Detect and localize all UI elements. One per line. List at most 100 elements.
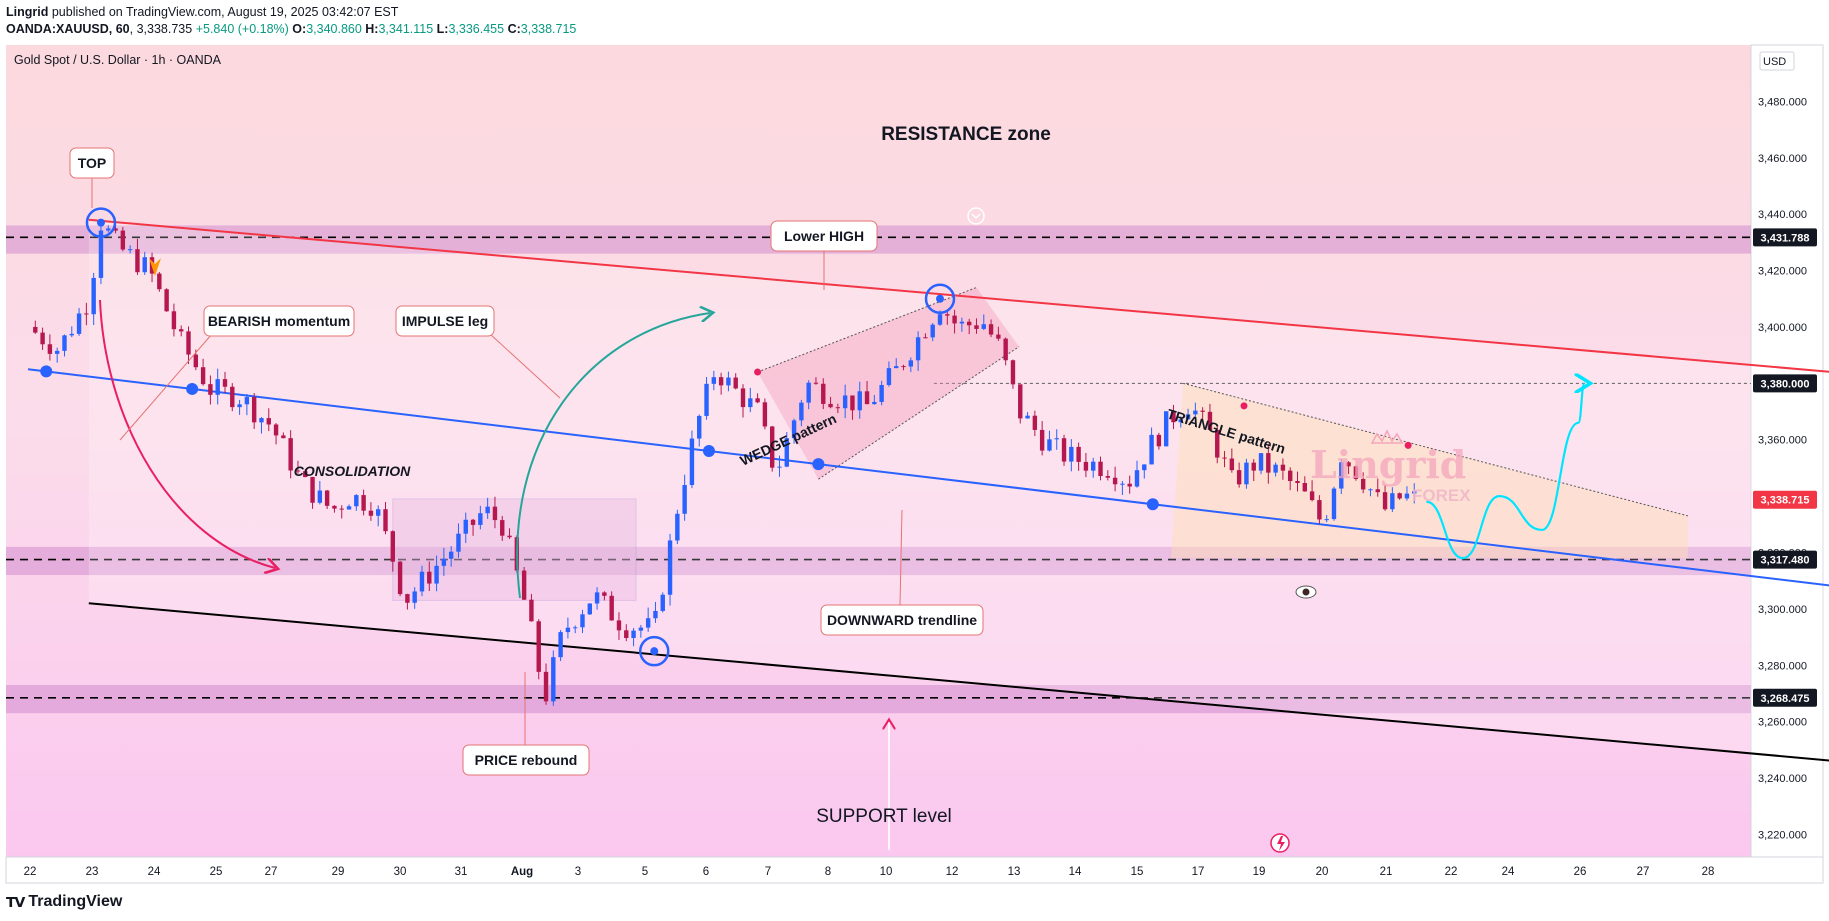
x-tick-label: 24 [148,866,161,878]
impulse-leg-callout-pointer [489,333,561,399]
channel-touch-dot-2 [702,444,715,457]
candle-body [1229,458,1235,471]
publisher-name[interactable]: Lingrid [6,5,49,19]
candle-body [441,558,447,566]
candle-body [1091,461,1096,471]
candle-body [521,570,527,600]
candle-body [864,391,870,405]
candle-body [303,471,308,478]
candle-body [594,592,600,604]
downward-trendline-callout-pointer [899,509,903,606]
candle-body [1236,470,1242,485]
candle-body [478,513,483,525]
x-tick-label: 31 [455,866,468,878]
support-level-label: SUPPORT level [816,806,952,827]
tradingview-logo-icon: 𝗧𝗩 [6,893,25,910]
channel-touch-dot-3 [812,458,825,471]
crown-icon [1370,429,1404,444]
candle-body [1404,493,1410,499]
candle-body [1185,414,1191,420]
candle-body [470,519,476,525]
price-tag-2 [1753,490,1817,509]
price-rebound-callout-label: PRICE rebound [475,752,578,768]
x-tick-label: 10 [880,866,893,878]
channel-fill [88,219,1829,761]
price-change: +5.840 (+0.18%) [195,22,289,36]
triangle-pivot-1 [1404,441,1412,449]
candle-body [273,424,279,436]
price-rebound-callout-box [462,744,590,776]
candle-body [230,386,235,408]
candle-body [346,506,352,510]
x-tick-label: 8 [825,866,831,878]
candle-body [660,594,665,611]
currency-label: USD [1763,56,1786,68]
trendline-downward [27,368,1829,587]
price-axis[interactable] [1750,44,1824,884]
y-tick-label: 3,480.000 [1758,96,1807,108]
eye-pupil-icon [1302,588,1310,596]
candle-body [193,354,199,368]
x-tick-label: 3 [575,866,581,878]
candle-body [1061,438,1067,462]
candle-body [1178,419,1183,423]
candle-body [806,382,811,403]
price-tag-1 [1753,374,1817,393]
candle-body [777,466,782,468]
y-tick-label: 3,420.000 [1758,266,1807,278]
candle-body [332,505,337,509]
x-tick-label: 13 [1008,866,1021,878]
candle-body [653,610,658,619]
time-axis[interactable] [5,856,1824,884]
candle-body [1142,464,1147,471]
candle-body [1025,415,1030,419]
candle-body [602,592,607,596]
candle-body [288,438,293,471]
y-tick-label: 3,260.000 [1758,717,1807,729]
x-tick-label: 24 [1502,866,1515,878]
impulse-leg-callout-box [395,305,495,337]
open-label: O: [292,22,307,36]
x-tick-label: 5 [642,866,648,878]
candle-body [98,230,104,278]
candle-body [47,344,53,354]
wedge-pivot [754,368,762,376]
candle-body [1280,464,1286,471]
currency-box[interactable] [1759,51,1795,71]
candle-body [682,485,687,514]
consolidation-label: CONSOLIDATION [294,463,411,479]
symbol-name[interactable]: OANDA:XAUUSD, 60 [6,22,130,36]
publish-line: Lingrid published on TradingView.com, Au… [6,4,1806,21]
tradingview-footer[interactable]: 𝗧𝗩 TradingView [6,893,122,911]
candle-body [1010,360,1016,385]
candle-body [91,277,96,315]
candle-body [456,533,461,552]
y-tick-label: 3,460.000 [1758,153,1807,165]
chart-header: Lingrid published on TradingView.com, Au… [6,4,1806,38]
bearish-momentum-callout-pointer [119,333,213,441]
candle-body [536,621,541,672]
bearish-momentum-callout-box [203,305,355,337]
candle-body [821,383,826,404]
price-tag-label: 3,338.715 [1761,495,1810,507]
triangle-upper [1183,382,1688,517]
candle-body [281,435,286,439]
symbol-line: OANDA:XAUUSD, 60, 3,338.735 +5.840 (+0.1… [6,22,577,36]
impulse-leg-callout-label: IMPULSE leg [402,313,488,329]
candle-body [1382,492,1388,510]
candle-body [558,632,563,658]
candle-body [127,249,133,251]
y-tick-label: 3,280.000 [1758,660,1807,672]
candle-body [186,331,191,355]
candle-body [988,324,994,335]
candle-body [740,388,746,408]
candle-body [1360,478,1366,490]
top-callout-box [69,147,115,179]
x-tick-label: 19 [1253,866,1266,878]
candle-body [908,360,914,367]
candle-body [1127,483,1132,487]
candle-body [915,337,921,361]
key-point-ring-0 [85,207,117,238]
candle-body [120,230,126,250]
